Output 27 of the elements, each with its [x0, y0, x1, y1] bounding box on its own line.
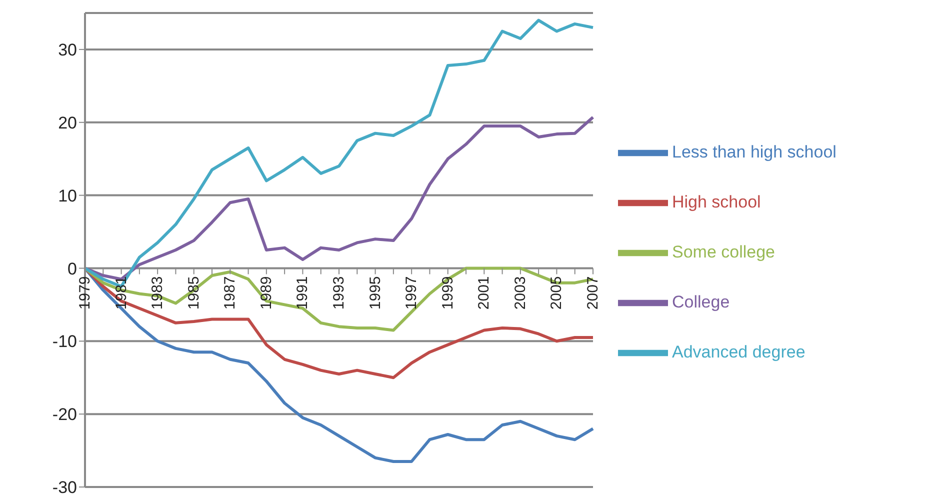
y-tick-label: -30	[52, 478, 77, 498]
y-tick-label: -20	[52, 405, 77, 424]
x-tick-label: 2001	[476, 276, 493, 310]
x-tick-label: 1981	[112, 276, 130, 310]
x-tick-label: 1983	[149, 276, 166, 310]
y-tick-label: -10	[52, 332, 77, 352]
legend-label: Some college	[672, 242, 776, 262]
x-tick-label: 1997	[403, 276, 420, 310]
x-tick-label: 2007	[584, 276, 602, 310]
y-tick-label: 10	[58, 186, 77, 206]
x-tick-label: 1995	[366, 276, 384, 310]
x-tick-label: 1989	[258, 276, 275, 310]
legend-label: Less than high school	[672, 142, 836, 162]
legend-label: College	[672, 292, 730, 312]
x-tick-label: 1993	[330, 276, 348, 310]
x-tick-label: 1985	[185, 276, 202, 310]
x-tick-label: 2003	[512, 276, 529, 310]
x-tick-label: 1987	[222, 276, 239, 310]
y-tick-label: 30	[58, 40, 77, 60]
legend-label: High school	[672, 192, 761, 212]
x-tick-label: 1979	[76, 276, 94, 310]
x-tick-label: 1999	[439, 276, 456, 310]
x-tick-label: 1991	[294, 276, 312, 310]
x-tick-label: 2005	[548, 276, 566, 310]
y-tick-label: 20	[58, 113, 77, 132]
y-tick-label: 0	[68, 259, 77, 278]
legend-label: Advanced degree	[672, 342, 806, 362]
